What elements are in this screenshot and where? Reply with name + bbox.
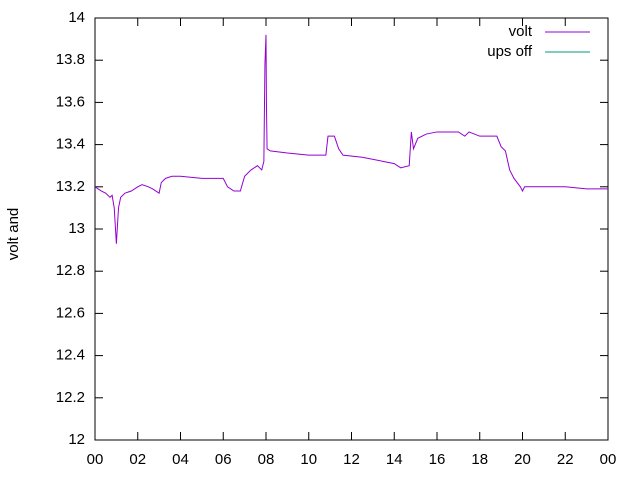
y-tick-label: 12 [68, 431, 85, 448]
y-tick-label: 12.6 [56, 304, 85, 321]
y-tick-label: 12.2 [56, 389, 85, 406]
x-tick-label: 10 [300, 451, 317, 468]
y-tick-label: 12.4 [56, 347, 85, 364]
y-tick-label: 13 [68, 220, 85, 237]
data-line [94, 34, 608, 244]
y-tick-label: 13.8 [56, 51, 85, 68]
y-tick-label: 14 [68, 9, 85, 26]
x-tick-label: 18 [471, 451, 488, 468]
x-tick-label: 20 [514, 451, 531, 468]
y-axis-label: volt and [5, 208, 22, 261]
x-tick-label: 08 [258, 451, 275, 468]
x-tick-label: 00 [600, 451, 617, 468]
x-tick-label: 22 [557, 451, 574, 468]
x-tick-label: 04 [172, 451, 189, 468]
x-tick-label: 06 [215, 451, 232, 468]
y-tick-label: 13.6 [56, 93, 85, 110]
plot-border [94, 17, 609, 441]
x-tick-label: 14 [386, 451, 403, 468]
x-tick-label: 02 [129, 451, 146, 468]
x-tick-label: 16 [429, 451, 446, 468]
y-tick-label: 13.2 [56, 178, 85, 195]
legend-label: volt [509, 23, 533, 40]
x-tick-label: 12 [343, 451, 360, 468]
legend-label: ups off [487, 43, 533, 60]
y-tick-label: 12.8 [56, 262, 85, 279]
y-tick-label: 13.4 [56, 136, 85, 153]
x-tick-label: 00 [87, 451, 104, 468]
